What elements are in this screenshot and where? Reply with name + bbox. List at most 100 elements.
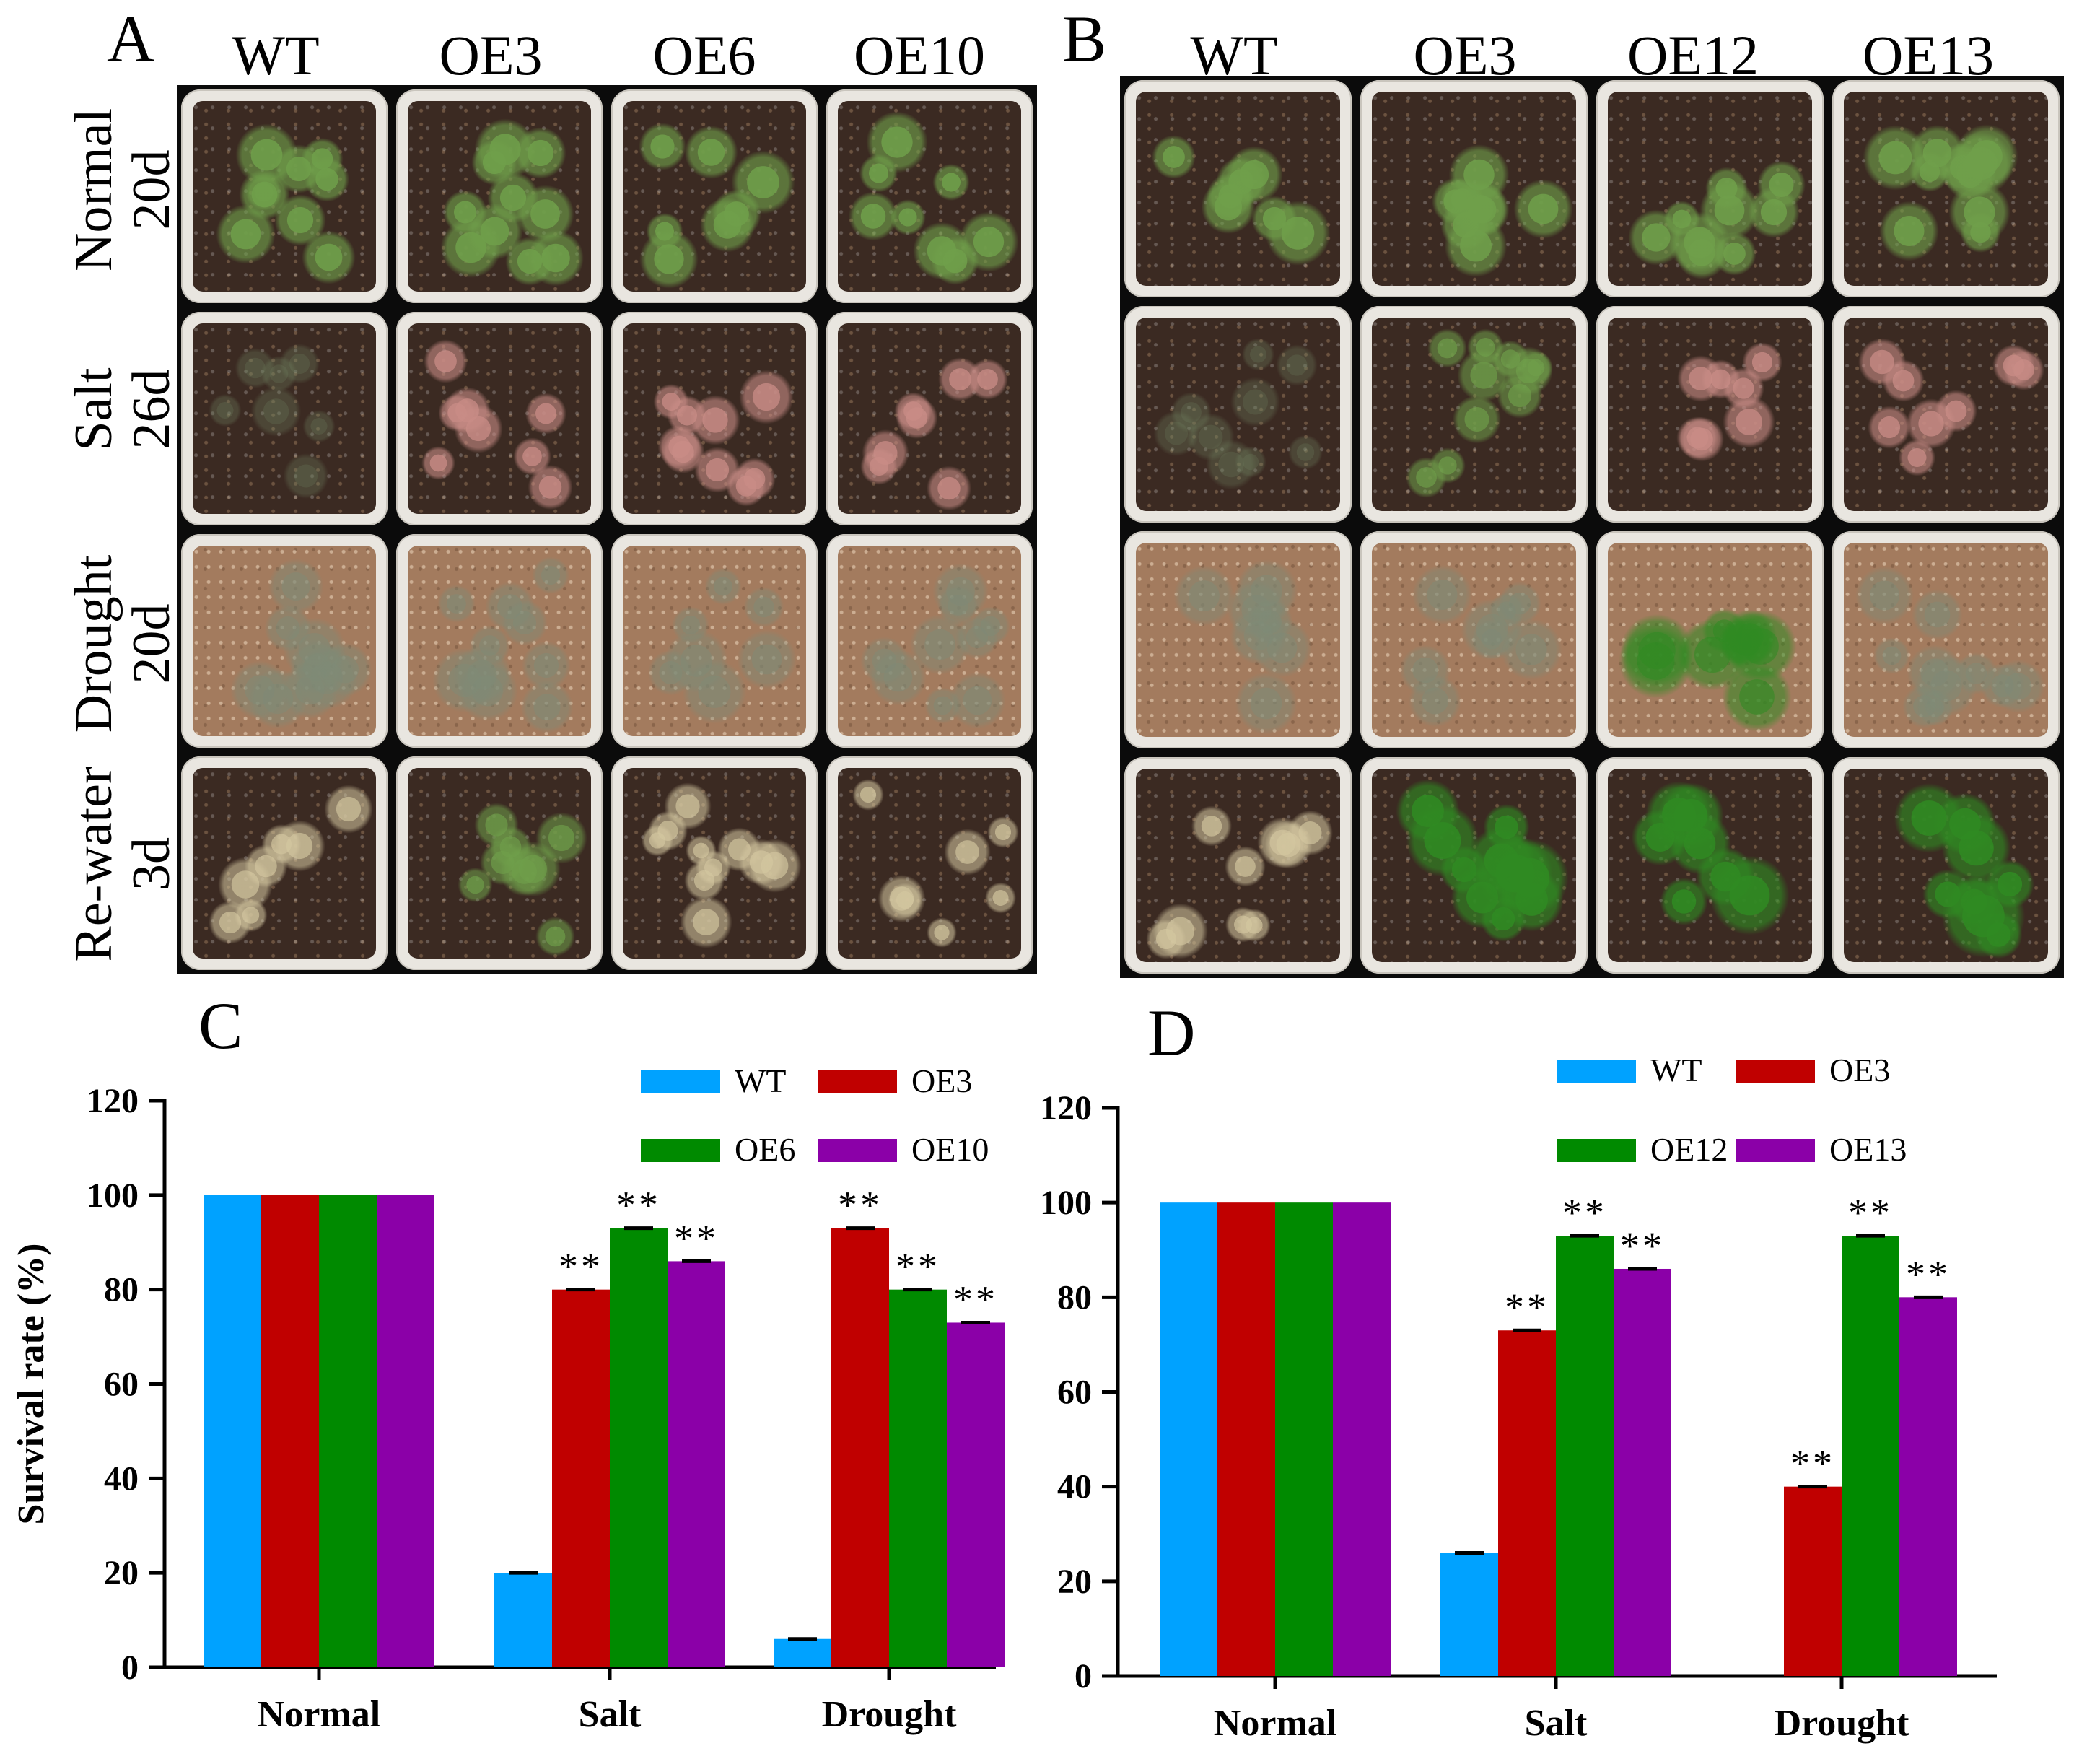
seedling — [1709, 855, 1790, 936]
y-tick-label: 60 — [104, 1366, 139, 1404]
plant-pot — [1124, 305, 1352, 523]
y-tick-label: 40 — [104, 1459, 139, 1498]
significance-mark: ** — [1562, 1191, 1607, 1234]
seedling — [645, 212, 683, 250]
plant-pot — [1360, 305, 1588, 523]
seedling — [1858, 338, 1907, 386]
seedling — [1933, 793, 1996, 855]
plant-pot — [181, 756, 388, 970]
plant-pot — [396, 312, 603, 525]
plant-pot — [826, 534, 1033, 748]
seedling — [209, 901, 252, 944]
panel-a-col-oe3: OE3 — [439, 24, 543, 87]
legend-swatch-oe3 — [1736, 1060, 1815, 1083]
y-tick-label: 120 — [87, 1082, 139, 1120]
seedling — [641, 824, 674, 857]
soil — [1608, 317, 1812, 511]
seedling — [520, 680, 574, 734]
seedling — [926, 917, 958, 948]
seedling — [1205, 439, 1257, 490]
seedling — [1855, 566, 1915, 625]
seedling — [274, 194, 326, 247]
bar-oe10-drought — [947, 1322, 1005, 1667]
bar-oe6-salt — [610, 1228, 668, 1667]
seedling — [1948, 131, 2014, 196]
x-category-label: Normal — [1214, 1703, 1336, 1744]
seedling — [458, 867, 493, 903]
row-label-rewater: Re-water 3d — [51, 751, 181, 967]
y-tick-label: 20 — [1057, 1563, 1092, 1601]
seedling — [877, 874, 926, 923]
significance-mark: ** — [896, 1245, 940, 1288]
bar-wt-drought — [774, 1638, 831, 1667]
plant-pot — [181, 312, 388, 525]
seedling — [866, 111, 929, 174]
seedling — [653, 383, 689, 420]
bar-oe13-salt — [1614, 1268, 1671, 1676]
seedling — [274, 820, 326, 873]
seedling — [860, 636, 909, 685]
seedling — [664, 629, 729, 693]
plant-pot — [181, 89, 388, 303]
bar-oe13-normal — [1333, 1202, 1391, 1676]
plant-pot — [396, 534, 603, 748]
row-label-drought-condition: Drought — [64, 554, 123, 733]
seedling — [1225, 146, 1284, 204]
legend-swatch-wt — [1557, 1060, 1636, 1083]
legend-label-oe6: OE6 — [735, 1131, 795, 1168]
seedling — [1406, 803, 1479, 878]
seedling — [454, 403, 504, 454]
legend-label-oe3: OE3 — [911, 1062, 972, 1099]
seedling — [1916, 689, 1953, 726]
plant-pot — [826, 89, 1033, 303]
seedling — [209, 393, 242, 427]
seedling — [890, 198, 927, 235]
seedling — [1456, 348, 1511, 403]
seedling — [731, 149, 795, 214]
panel-b-col-oe3: OE3 — [1413, 24, 1517, 87]
plant-pot — [396, 756, 603, 970]
seedling — [302, 409, 336, 442]
seedling — [912, 221, 971, 280]
bar-oe3-salt — [1498, 1330, 1556, 1676]
seedling — [984, 882, 1016, 914]
seedling — [230, 660, 290, 720]
row-label-normal-condition: Normal — [64, 108, 123, 272]
plant-pot — [1360, 531, 1588, 748]
seedling — [1756, 160, 1806, 209]
plant-pot — [1596, 80, 1824, 297]
y-axis-label: Survival rate (%) — [11, 1244, 52, 1525]
plant-pot — [1832, 756, 2060, 974]
seedling — [274, 144, 324, 193]
significance-mark: ** — [1620, 1224, 1665, 1267]
significance-mark: ** — [559, 1245, 603, 1288]
plant-pot — [1360, 80, 1588, 297]
panel-a-letter: A — [107, 2, 155, 76]
significance-mark: ** — [1505, 1285, 1549, 1329]
panel-a-col-oe6: OE6 — [652, 24, 756, 87]
seedling — [216, 204, 276, 264]
seedling — [1618, 624, 1694, 699]
seedling — [932, 163, 971, 201]
plant-pot — [396, 89, 603, 303]
seedling — [283, 453, 330, 499]
bar-oe3-salt — [552, 1289, 610, 1667]
seedling — [684, 125, 738, 180]
y-tick-label: 20 — [104, 1554, 139, 1592]
y-tick-label: 80 — [104, 1271, 139, 1309]
seedling — [860, 447, 898, 486]
seedling — [661, 429, 705, 473]
row-label-salt-day: 26d — [122, 369, 181, 450]
panel-a-col-wt: WT — [232, 24, 320, 87]
seedling — [926, 466, 972, 512]
significance-mark: ** — [616, 1184, 661, 1227]
y-tick-label: 100 — [1040, 1184, 1092, 1222]
significance-mark: ** — [953, 1278, 998, 1321]
seedling — [268, 558, 324, 615]
seedling — [1720, 616, 1774, 670]
seedling — [525, 393, 567, 435]
bar-oe10-normal — [377, 1195, 434, 1667]
seedling — [250, 386, 302, 437]
seedling — [421, 445, 456, 481]
significance-mark: ** — [674, 1216, 719, 1259]
